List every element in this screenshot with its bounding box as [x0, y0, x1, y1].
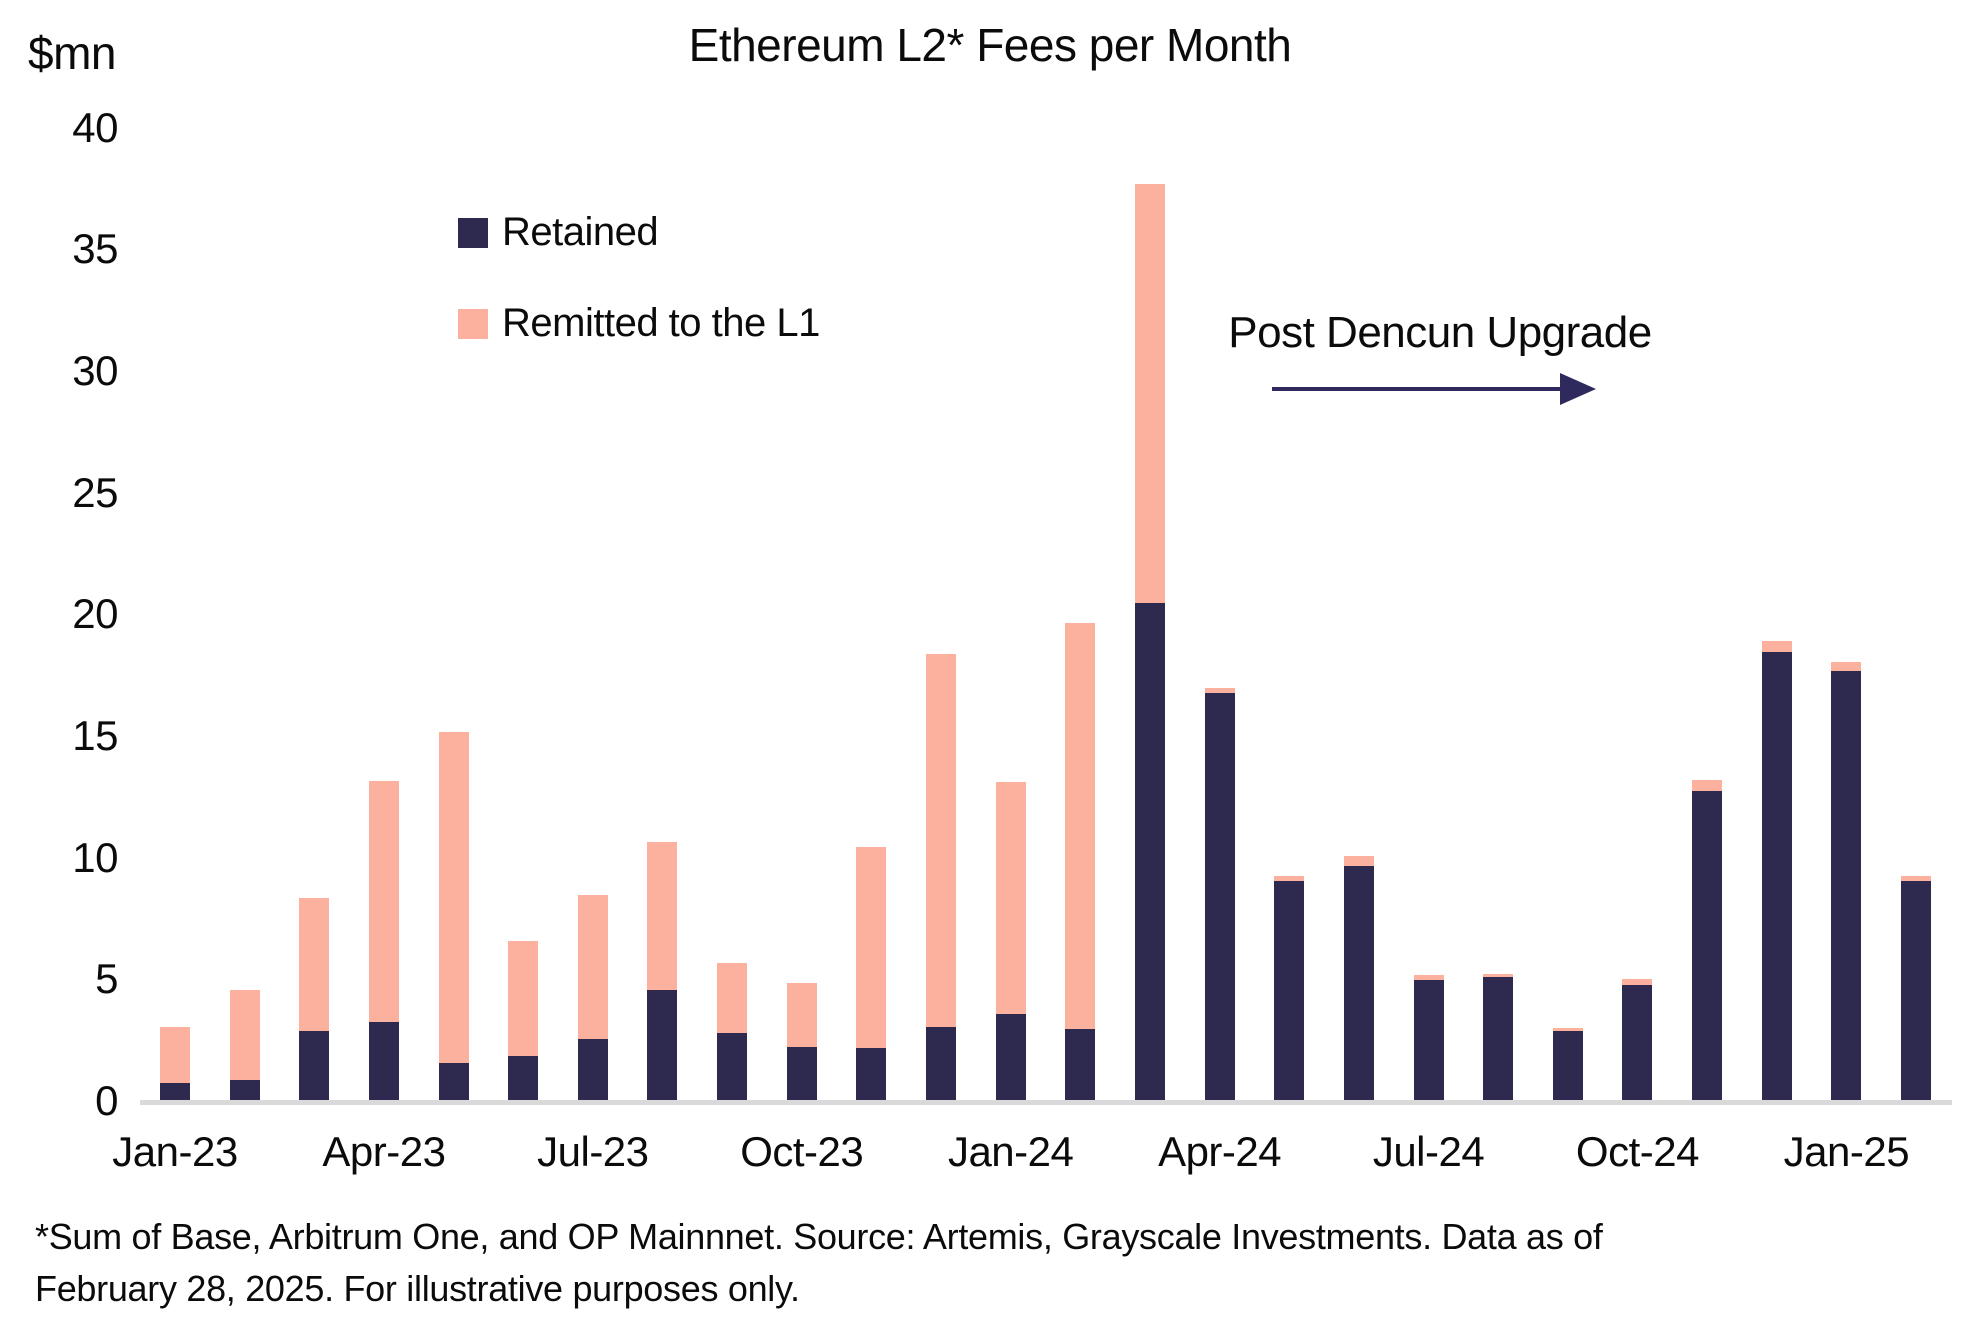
- y-tick-label: 20: [72, 590, 118, 638]
- right-arrow-head-icon: [1560, 373, 1596, 405]
- bar-segment-retained: [786, 1047, 817, 1102]
- legend: Retained Remitted to the L1: [458, 210, 820, 392]
- x-tick-label: Oct-24: [1575, 1128, 1700, 1175]
- bar-segment-retained: [926, 1026, 957, 1102]
- bar-segment-retained: [1274, 880, 1305, 1102]
- bar-segment-retained: [160, 1082, 190, 1102]
- y-tick-label: 5: [95, 955, 118, 1003]
- x-tick-label: Apr-24: [1158, 1128, 1282, 1175]
- bar-segment-remitted: [1065, 622, 1096, 1029]
- bar-segment-remitted: [1413, 975, 1444, 981]
- y-tick-label: 25: [72, 468, 118, 516]
- bar-segment-remitted: [1343, 856, 1374, 866]
- bar-segment-retained: [717, 1032, 748, 1102]
- x-tick-label: Jan-25: [1783, 1128, 1910, 1175]
- bar-segment-retained: [1413, 980, 1444, 1102]
- bar-segment-retained: [856, 1048, 887, 1102]
- bar-segment-remitted: [1552, 1027, 1583, 1032]
- y-axis-unit-label: $mn: [28, 27, 116, 79]
- bar-segment-retained: [299, 1031, 330, 1102]
- bar-segment-remitted: [368, 780, 399, 1022]
- y-tick-label: 40: [72, 103, 118, 151]
- x-tick-label: Apr-23: [322, 1128, 446, 1175]
- bar-segment-retained: [508, 1055, 539, 1102]
- y-tick-label: 15: [72, 712, 118, 760]
- bar-segment-retained: [1622, 985, 1653, 1102]
- bar-segment-retained: [577, 1038, 608, 1102]
- y-tick-label: 10: [72, 833, 118, 881]
- y-tick-label: 35: [72, 225, 118, 273]
- bar-segment-remitted: [1901, 875, 1931, 881]
- bar-segment-remitted: [717, 963, 748, 1033]
- bar-segment-remitted: [1622, 979, 1653, 986]
- bar-segment-retained: [1204, 693, 1235, 1102]
- x-tick-label: Jul-24: [1372, 1128, 1485, 1175]
- legend-item-remitted: Remitted to the L1: [458, 301, 820, 346]
- bar-segment-retained: [229, 1080, 260, 1102]
- x-axis-line: [140, 1100, 1952, 1105]
- bar-segment-remitted: [856, 846, 887, 1049]
- bar-segment-remitted: [229, 990, 260, 1081]
- bar-segment-remitted: [926, 654, 957, 1027]
- bar-segment-remitted: [160, 1026, 190, 1083]
- y-tick-label: 30: [72, 347, 118, 395]
- footnote-line-1: *Sum of Base, Arbitrum One, and OP Mainn…: [35, 1216, 1603, 1257]
- x-tick-label: Jul-23: [537, 1128, 649, 1175]
- chart-title: Ethereum L2* Fees per Month: [688, 19, 1292, 71]
- bar-segment-remitted: [577, 895, 608, 1039]
- bar-segment-remitted: [1692, 779, 1723, 791]
- bar-segment-remitted: [508, 941, 539, 1056]
- legend-item-retained: Retained: [458, 210, 820, 255]
- bar-segment-retained: [1901, 880, 1931, 1102]
- bar-segment-retained: [368, 1021, 399, 1102]
- remitted-swatch-icon: [458, 308, 488, 339]
- bar-segment-remitted: [1134, 183, 1165, 604]
- bar-segment-remitted: [1204, 688, 1235, 694]
- bar-segment-retained: [438, 1063, 469, 1102]
- bar-segment-remitted: [1483, 974, 1514, 977]
- x-tick-label: Jan-23: [112, 1128, 238, 1175]
- annotation-post-dencun: Post Dencun Upgrade: [1228, 308, 1652, 357]
- bar-segment-retained: [647, 990, 678, 1102]
- legend-label-retained: Retained: [502, 210, 659, 254]
- bar-segment-remitted: [1274, 875, 1305, 881]
- bar-segment-remitted: [786, 982, 817, 1048]
- bar-segment-remitted: [438, 732, 469, 1064]
- legend-label-remitted: Remitted to the L1: [502, 301, 820, 345]
- bar-segment-retained: [1761, 651, 1792, 1102]
- footnote-line-2: February 28, 2025. For illustrative purp…: [35, 1268, 800, 1309]
- bar-segment-retained: [1831, 671, 1862, 1102]
- bar-segment-remitted: [1831, 661, 1862, 672]
- bar-segment-remitted: [1761, 640, 1792, 652]
- bar-segment-retained: [1065, 1029, 1096, 1102]
- bar-segment-retained: [1343, 865, 1374, 1102]
- x-tick-label: Oct-23: [740, 1128, 864, 1175]
- retained-swatch-icon: [458, 217, 488, 248]
- bar-segment-retained: [1134, 603, 1165, 1102]
- y-tick-label: 0: [95, 1077, 118, 1124]
- right-arrow-line: [1272, 387, 1562, 391]
- bar-segment-retained: [995, 1014, 1026, 1102]
- bar-segment-retained: [1552, 1031, 1583, 1102]
- bar-segment-retained: [1483, 976, 1514, 1102]
- bar-segment-remitted: [299, 897, 330, 1032]
- bar-segment-remitted: [647, 841, 678, 991]
- bar-segment-retained: [1692, 790, 1723, 1102]
- x-tick-label: Jan-24: [947, 1128, 1074, 1175]
- bar-segment-remitted: [995, 782, 1026, 1015]
